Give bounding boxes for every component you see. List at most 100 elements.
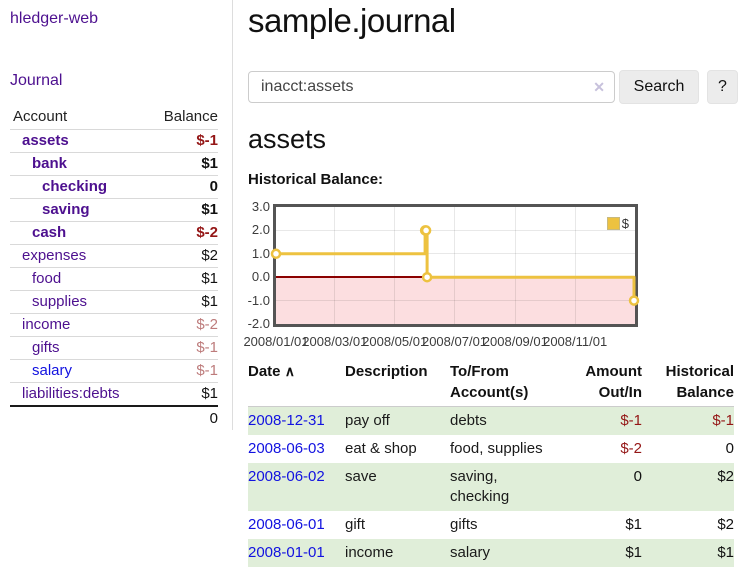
chart-title: Historical Balance: [248,171,384,188]
description-cell: gift [345,516,366,533]
data-point-marker [628,295,640,306]
balance-cell: $2 [717,468,734,485]
date-link[interactable]: 2008-06-03 [248,440,325,457]
register-row: 2008-06-03 eat & shop food, supplies $-2 0 [248,435,734,463]
account-row: assets $-1 [10,129,218,152]
gridline [574,207,576,324]
accounts-column-header: To/From Account(s) [450,363,529,401]
gridline [276,229,635,231]
balance-step-line [270,225,640,306]
sort-ascending-icon: ∧ [284,363,295,379]
account-link[interactable]: gifts [32,339,60,356]
accounts-total-row: 0 [10,407,218,431]
register-body: 2008-12-31 pay off debts $-1 $-1 2008-06-03 ea… [248,407,734,567]
legend-label: $ [621,216,629,231]
account-row: expenses $2 [10,244,218,267]
account-link[interactable]: food [32,270,62,287]
x-axis-tick-label: 2008/03/01 [302,334,368,349]
accounts-cell: salary [450,544,491,561]
account-row: food $1 [10,267,218,290]
amount-cell: $-1 [620,412,642,429]
date-link[interactable]: 2008-06-02 [248,468,325,485]
sidebar: hledger-web Journal Account Balance asse… [10,10,218,431]
account-balance: $1 [201,270,218,287]
y-axis-tick-label: -2.0 [247,316,270,331]
description-column-header: Description [345,363,428,380]
gridline [276,300,635,302]
y-axis-tick-label: 0.0 [251,269,270,285]
chart: $ 3.0 2.0 1.0 0.0 -1.0 -2.0 2008/01/01 2008/03/… [243,199,640,349]
y-axis-tick-label: 1.0 [251,245,270,261]
accounts-cell: gifts [450,516,478,533]
account-link[interactable]: bank [32,155,68,172]
description-cell: pay off [345,412,390,429]
account-balance: $-1 [196,362,218,379]
main-content: sample.journal ✕ Search ? assets Histori… [243,0,738,582]
accounts-cell: saving, checking [450,468,510,505]
account-balance: $1 [201,201,218,218]
account-link[interactable]: supplies [32,293,88,310]
y-axis-tick-label: -1.0 [247,292,270,308]
account-link[interactable]: cash [32,224,67,241]
account-link[interactable]: expenses [22,247,87,264]
amount-cell: 0 [633,468,642,485]
account-row: bank $1 [10,152,218,175]
date-link[interactable]: 2008-06-01 [248,516,325,533]
search-box: ✕ [248,71,615,103]
search-input[interactable] [248,71,615,103]
amount-cell: $1 [625,544,642,561]
gridline [276,253,635,255]
balance-cell: $1 [717,544,734,561]
account-heading: assets [248,124,327,154]
total-balance: 0 [209,410,218,427]
x-axis-tick-label: 2008/01/01 [243,334,309,349]
account-row: income $-2 [10,313,218,336]
register-table: Date ∧ Description To/From Account(s) Am… [248,361,734,567]
register-row: 2008-12-31 pay off debts $-1 $-1 [248,407,734,435]
amount-column-header: Amount Out/In [585,363,642,401]
date-header-label: Date [248,363,281,380]
description-cell: income [345,544,394,561]
date-column-header[interactable]: Date ∧ [248,361,345,403]
account-row: supplies $1 [10,290,218,313]
app-title-link[interactable]: hledger-web [10,10,99,27]
chart-legend: $ [606,216,629,231]
balance-cell: 0 [725,440,734,457]
help-button[interactable]: ? [707,70,738,104]
accounts-table: Account Balance assets $-1 bank $1 checking 0… [10,106,218,431]
account-balance: $-1 [196,339,218,356]
balance-column-header: Historical Balance [665,363,734,401]
balance-cell: $-1 [712,412,734,429]
x-axis-tick-label: 2008/07/01 [421,334,488,349]
account-tree: assets $-1 bank $1 checking 0 saving $1 cash $-2 e… [10,129,218,407]
page-title: sample.journal [248,2,456,39]
account-row: gifts $-1 [10,336,218,359]
negative-region [276,277,635,324]
account-row: cash $-2 [10,221,218,244]
date-link[interactable]: 2008-01-01 [248,544,325,561]
clear-search-icon[interactable]: ✕ [593,79,605,95]
date-link[interactable]: 2008-12-31 [248,412,325,429]
account-link[interactable]: assets [22,132,69,149]
data-point-marker [420,225,432,236]
y-axis-tick-label: 3.0 [251,199,270,214]
account-balance: $-2 [196,316,218,333]
sidebar-item-journal[interactable]: Journal [10,72,63,89]
account-balance: $-2 [196,224,218,241]
accounts-table-header: Account Balance [10,106,218,129]
search-button[interactable]: Search [619,70,699,104]
account-link[interactable]: saving [42,201,90,218]
account-balance: $2 [201,247,218,264]
account-row: liabilities:debts $1 [10,382,218,407]
account-balance: 0 [209,178,218,195]
account-balance: $1 [201,385,218,402]
account-link[interactable]: liabilities:debts [22,385,120,402]
register-row: 2008-06-02 save saving, checking 0 $2 [248,463,734,511]
gridline [334,207,336,324]
y-axis-tick-label: 2.0 [251,222,270,238]
account-link[interactable]: salary [32,362,73,379]
data-point-marker [421,271,433,283]
account-link[interactable]: checking [42,178,108,195]
account-link[interactable]: income [22,316,71,333]
